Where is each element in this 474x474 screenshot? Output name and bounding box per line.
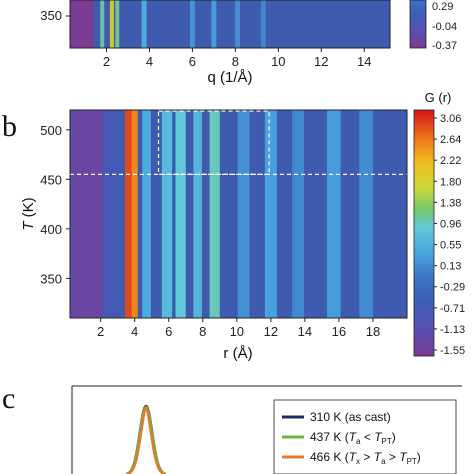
inset-box [157,110,270,175]
panel-a-x-tick-label-6: 14 [357,54,371,69]
panel-b-x-tick-label-7: 16 [332,324,346,339]
panel-a-band-2 [115,0,120,48]
panel-b-x-tick-label-5: 12 [264,324,278,339]
panel-b-y-tick-label-1: 450 [40,172,62,187]
panel-a-band-5 [211,0,217,48]
panel-b-x-tick-label-2: 6 [165,324,172,339]
panel-a-band-3 [141,0,147,48]
y-axis-symbol: T [20,220,37,231]
panel-a-x-tick-label-2: 6 [189,54,196,69]
legend-box [273,399,457,474]
panel-b-y-axis-label: T (K) [20,197,37,230]
panel-b-band-9 [237,110,250,318]
panel-b-letter: b [2,110,17,143]
legend-label-437K: 437 K (Ta < TPT) [310,430,396,446]
panel-b-colorbar-tick-4: 1.38 [440,197,461,209]
panel-a-band-0 [100,0,105,48]
series-310K-peak [125,404,167,474]
panel-a-colorbar-tick-1: -0.04 [432,21,457,33]
panel-a-low-q-region [70,0,94,48]
panel-b-band-4 [142,110,151,318]
panel-a-x-tick-label-5: 12 [314,54,328,69]
panel-b-frame [69,109,408,319]
panel-b-band-10 [264,110,277,318]
panel-b-x-tick-label-1: 4 [131,324,138,339]
panel-b-colorbar-tick-6: 0.55 [440,240,461,252]
panel-b-y-tick-label-2: 400 [40,222,62,237]
panel-b-band-11 [292,110,305,318]
panel-a-colorbar [409,0,427,49]
panel-b-y-tick-label-3: 350 [40,271,62,286]
panel-b-colorbar-tick-7: 0.13 [440,261,461,273]
panel-b-x-tick-label-6: 14 [298,324,312,339]
panel-b-x-tick-label-4: 10 [230,324,244,339]
panel-b-colorbar-tick-9: -0.71 [440,303,465,315]
panel-b-colorbar-tick-11: -1.55 [440,345,465,357]
panel-a-band-4 [189,0,195,48]
y-axis-unit: (K) [20,197,37,221]
panel-b-colorbar-tick-0: 3.06 [440,113,461,125]
panel-a-heatmap: 2 4 6 8 10 12 14 350 q (1/Å) 0.29 -0.04 -0.37 [40,0,457,86]
panel-b-colorbar-tick-8: -0.29 [440,282,465,294]
series-466K-peak [126,406,166,474]
panel-b-colorbar-tick-1: 2.64 [440,134,461,146]
panel-b-band-1 [102,110,120,318]
legend-label-310K: 310 K (as cast) [310,410,391,424]
panel-b-band-6 [175,110,186,318]
panel-b-colorbar-tick-5: 0.96 [440,218,461,230]
panel-b-y-tick-label-0: 500 [40,123,62,138]
panel-b-x-axis-label: r (Å) [223,345,252,362]
panel-b-band-12 [327,110,341,318]
legend-label-466K: 466 K (Tx > Ta > TPT) [310,450,421,466]
panel-b-band-3 [131,110,138,318]
panel-b-colorbar [413,109,435,357]
panel-a-colorbar-tick-0: 0.29 [432,1,453,13]
panel-a-band-6 [235,0,241,48]
panel-b-band-8 [209,110,220,318]
series-437K-peak [125,405,167,474]
colorbar-title: G (r) [425,90,452,105]
panel-b-x-tick-label-8: 18 [366,324,380,339]
panel-c-line-chart: 310 K (as cast) 437 K (Ta < TPT) 466 K (… [71,385,462,474]
panel-a-frame [69,0,391,49]
panel-b-x-tick-label-0: 2 [97,324,104,339]
panel-a-plot-bg [70,0,390,48]
panel-a-y-tick-label-0: 350 [40,8,62,23]
panel-b-band-2 [124,110,133,318]
panel-a-x-tick-label-4: 10 [271,54,285,69]
panel-a-x-tick-label-3: 8 [232,54,239,69]
panel-b-band-0 [71,110,106,318]
panel-b-colorbar-tick-10: -1.13 [440,324,465,336]
panel-a-band-1 [109,0,114,48]
panel-b-colorbar-tick-2: 2.22 [440,155,461,167]
panel-a-x-tick-label-0: 2 [103,54,110,69]
panel-a-x-tick-label-1: 4 [146,54,153,69]
panel-b-band-5 [161,110,173,318]
panel-b-band-13 [359,110,373,318]
panel-b-colorbar-tick-3: 1.80 [440,176,461,188]
panel-a-colorbar-tick-2: -0.37 [432,40,457,52]
panel-b-x-tick-label-3: 8 [199,324,206,339]
panel-b-band-7 [193,110,202,318]
panel-c-letter: c [2,382,15,415]
panel-a-x-axis-label: q (1/Å) [207,69,252,86]
panel-a-band-7 [260,0,266,48]
